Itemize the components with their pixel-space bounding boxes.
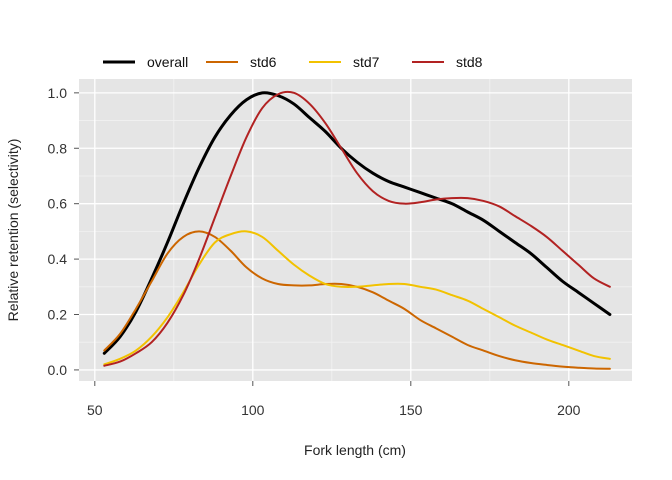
y-tick-label: 0.4 — [48, 251, 68, 267]
series-line-overall — [102, 91, 612, 355]
legend-label-std6: std6 — [250, 54, 277, 70]
x-tick-label: 50 — [87, 402, 103, 418]
x-axis-title: Fork length (cm) — [304, 442, 406, 458]
y-axis-ticks: 0.0 0.2 0.4 0.6 0.8 1.0 — [48, 85, 79, 378]
x-axis-ticks: 50 100 150 200 — [87, 381, 581, 418]
legend: overall std6 std7 std8 — [103, 54, 483, 70]
legend-label-overall: overall — [147, 54, 188, 70]
y-tick-label: 0.0 — [48, 362, 68, 378]
x-tick-label: 200 — [557, 402, 581, 418]
legend-label-std7: std7 — [353, 54, 380, 70]
y-axis-title: Relative retention (selectivity) — [5, 139, 21, 322]
y-tick-label: 1.0 — [48, 85, 68, 101]
series-line-std8 — [103, 90, 611, 367]
y-tick-label: 0.8 — [48, 140, 68, 156]
y-tick-label: 0.2 — [48, 307, 68, 323]
x-tick-label: 150 — [399, 402, 423, 418]
series-group — [102, 90, 612, 370]
y-tick-label: 0.6 — [48, 196, 68, 212]
legend-label-std8: std8 — [456, 54, 483, 70]
plot-panel — [79, 79, 632, 381]
x-tick-label: 100 — [241, 402, 265, 418]
